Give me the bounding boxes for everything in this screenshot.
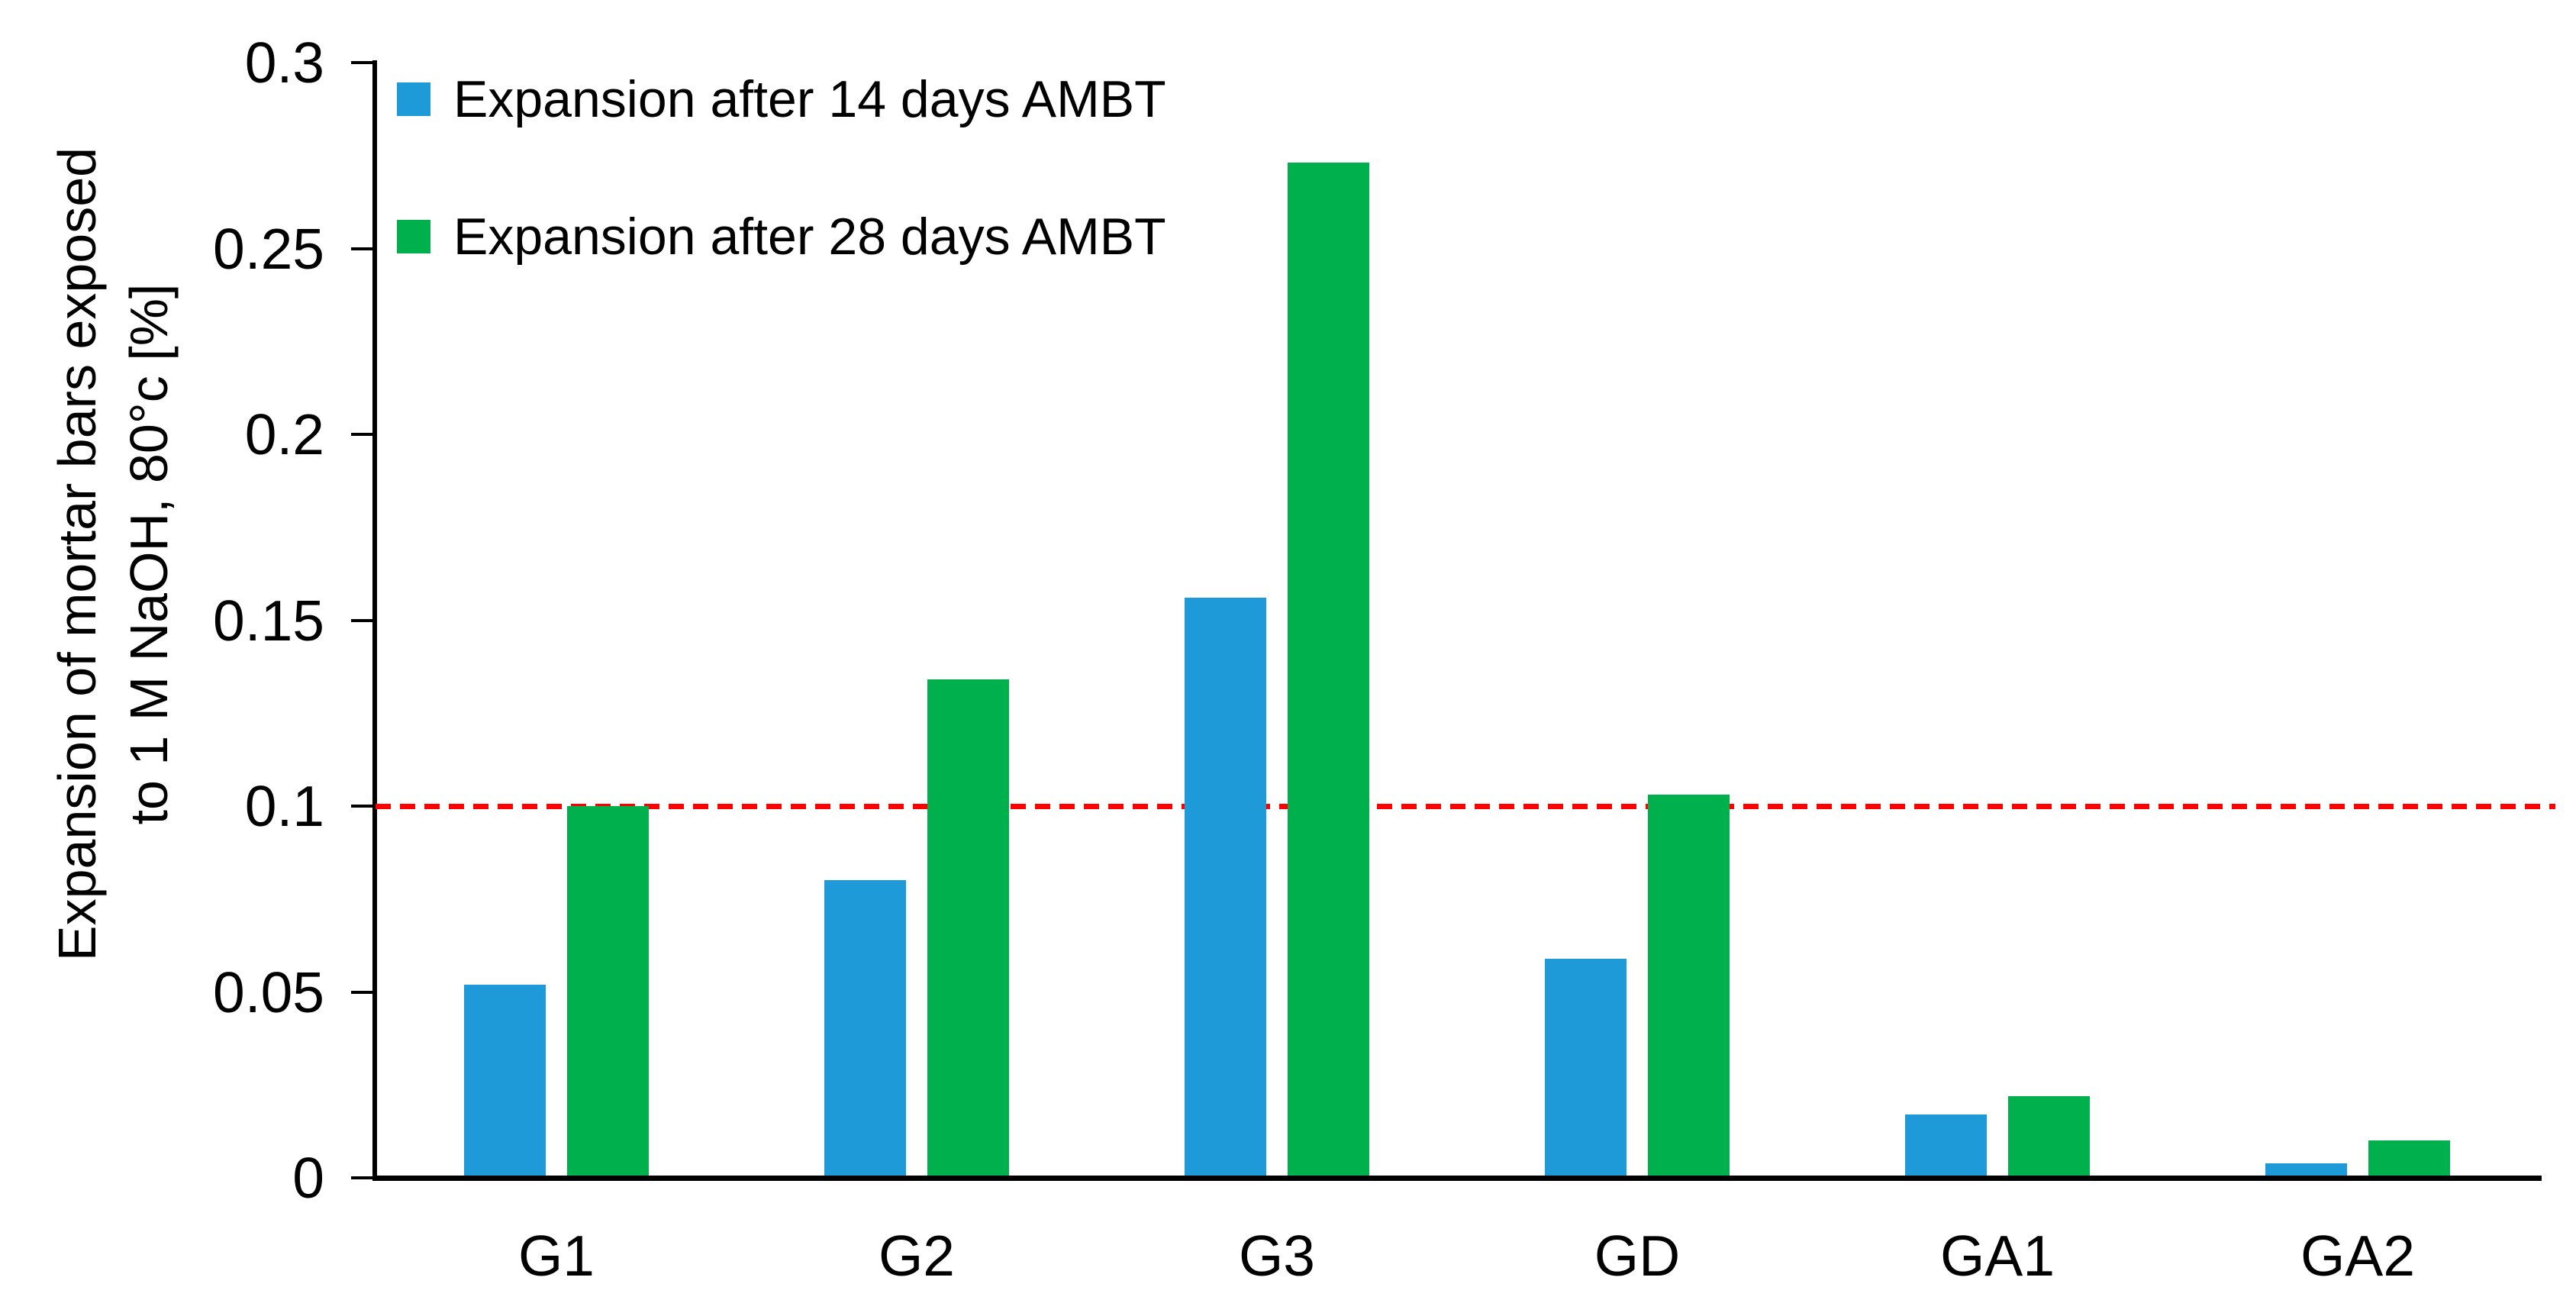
- legend-item: Expansion after 28 days AMBT: [397, 211, 1166, 263]
- y-tick: [351, 805, 372, 808]
- legend-label: Expansion after 14 days AMBT: [453, 70, 1166, 128]
- y-tick: [351, 433, 372, 436]
- y-axis-line: [372, 60, 377, 1181]
- y-tick-label: 0.05: [213, 960, 324, 1024]
- x-category-label: GA1: [1939, 1223, 2055, 1288]
- bar-g3-series1: [1288, 163, 1369, 1176]
- threshold-line: [376, 804, 2555, 809]
- legend-item: Expansion after 14 days AMBT: [397, 73, 1166, 125]
- legend-swatch-icon: [397, 82, 430, 116]
- bar-ga2-series1: [2368, 1140, 2450, 1176]
- y-tick: [351, 991, 372, 994]
- x-category-label: G2: [878, 1223, 956, 1288]
- legend-label: Expansion after 28 days AMBT: [453, 208, 1166, 266]
- y-tick-label: 0.3: [244, 30, 324, 95]
- bar-g2-series1: [927, 679, 1009, 1176]
- bar-gd-series0: [1545, 959, 1627, 1176]
- y-tick-label: 0.2: [244, 402, 324, 466]
- y-tick-label: 0.1: [244, 773, 324, 838]
- legend-swatch-icon: [397, 220, 430, 253]
- y-tick: [351, 61, 372, 64]
- y-tick-label: 0: [292, 1145, 324, 1210]
- y-tick-label: 0.15: [213, 588, 324, 653]
- y-tick: [351, 619, 372, 622]
- bar-g2-series0: [824, 880, 906, 1176]
- bar-g1-series0: [464, 985, 546, 1176]
- bar-g1-series1: [567, 806, 649, 1176]
- bar-ga2-series0: [2265, 1163, 2347, 1176]
- bar-gd-series1: [1648, 795, 1730, 1176]
- y-tick: [351, 1176, 372, 1179]
- bar-ga1-series1: [2008, 1096, 2090, 1176]
- y-tick: [351, 247, 372, 250]
- x-category-label: GD: [1594, 1223, 1681, 1288]
- x-category-label: G3: [1238, 1223, 1316, 1288]
- bar-g3-series0: [1185, 598, 1266, 1176]
- bar-ga1-series0: [1905, 1114, 1987, 1176]
- x-axis-line: [372, 1176, 2542, 1181]
- x-category-label: G1: [517, 1223, 595, 1288]
- x-category-label: GA2: [2300, 1223, 2416, 1288]
- y-tick-label: 0.25: [213, 216, 324, 281]
